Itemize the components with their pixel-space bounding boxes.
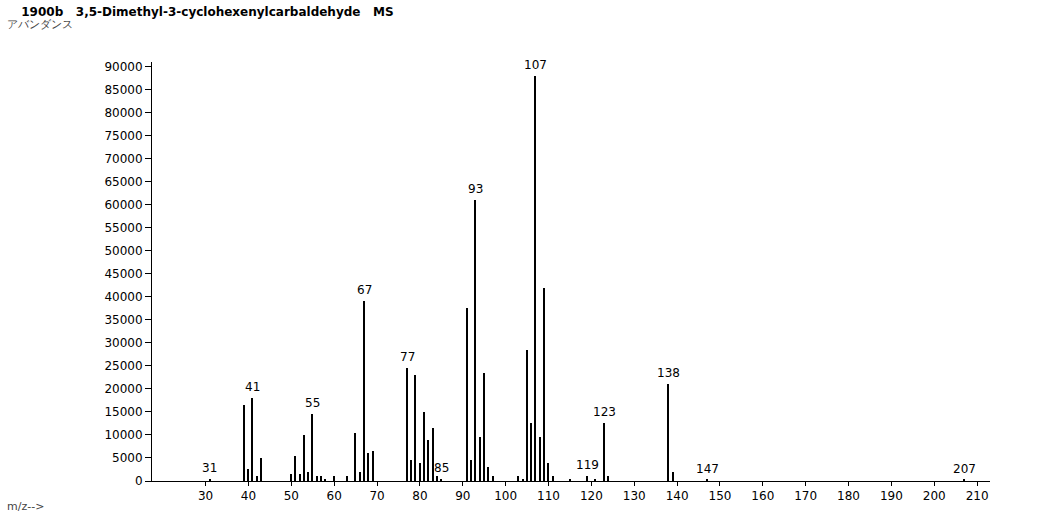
svg-text:100: 100 [494, 489, 517, 503]
svg-text:31: 31 [202, 461, 217, 475]
svg-text:85: 85 [434, 461, 449, 475]
svg-text:140: 140 [666, 489, 689, 503]
svg-text:55: 55 [305, 396, 320, 410]
svg-text:207: 207 [953, 462, 976, 476]
svg-text:0: 0 [135, 474, 143, 488]
svg-text:80: 80 [412, 489, 427, 503]
svg-text:10000: 10000 [104, 428, 142, 442]
svg-text:85000: 85000 [104, 83, 142, 97]
svg-text:119: 119 [576, 458, 599, 472]
svg-text:5000: 5000 [112, 451, 143, 465]
svg-text:40: 40 [241, 489, 256, 503]
svg-text:190: 190 [880, 489, 903, 503]
svg-text:170: 170 [794, 489, 817, 503]
svg-text:25000: 25000 [104, 359, 142, 373]
svg-text:110: 110 [537, 489, 560, 503]
svg-text:60000: 60000 [104, 198, 142, 212]
svg-text:41: 41 [245, 380, 260, 394]
svg-text:90000: 90000 [104, 60, 142, 74]
svg-text:1900b 3,5-Dimethyl-3-cyclohe: 1900b 3,5-Dimethyl-3-cyclohexenylcarbald… [21, 5, 393, 19]
svg-text:70: 70 [369, 489, 384, 503]
svg-text:65000: 65000 [104, 175, 142, 189]
svg-text:45000: 45000 [104, 267, 142, 281]
svg-text:30000: 30000 [104, 336, 142, 350]
svg-text:138: 138 [657, 366, 680, 380]
svg-text:75000: 75000 [104, 129, 142, 143]
svg-text:35000: 35000 [104, 313, 142, 327]
svg-text:55000: 55000 [104, 221, 142, 235]
svg-text:30: 30 [198, 489, 213, 503]
svg-text:120: 120 [580, 489, 603, 503]
svg-text:77: 77 [400, 350, 415, 364]
svg-text:15000: 15000 [104, 405, 142, 419]
svg-text:147: 147 [696, 462, 719, 476]
svg-text:93: 93 [468, 182, 483, 196]
svg-text:50: 50 [284, 489, 299, 503]
svg-text:130: 130 [623, 489, 646, 503]
svg-text:200: 200 [923, 489, 946, 503]
svg-text:40000: 40000 [104, 290, 142, 304]
svg-text:123: 123 [593, 405, 616, 419]
svg-text:150: 150 [708, 489, 731, 503]
svg-text:70000: 70000 [104, 152, 142, 166]
svg-text:180: 180 [837, 489, 860, 503]
svg-text:50000: 50000 [104, 244, 142, 258]
svg-text:160: 160 [751, 489, 774, 503]
svg-text:80000: 80000 [104, 106, 142, 120]
svg-text:アバンダンス: アバンダンス [7, 18, 73, 31]
svg-text:107: 107 [524, 58, 547, 72]
svg-text:67: 67 [357, 283, 372, 297]
svg-text:20000: 20000 [104, 382, 142, 396]
svg-text:m/z-->: m/z--> [7, 500, 44, 513]
svg-text:90: 90 [455, 489, 470, 503]
svg-text:210: 210 [966, 489, 989, 503]
svg-text:60: 60 [327, 489, 342, 503]
